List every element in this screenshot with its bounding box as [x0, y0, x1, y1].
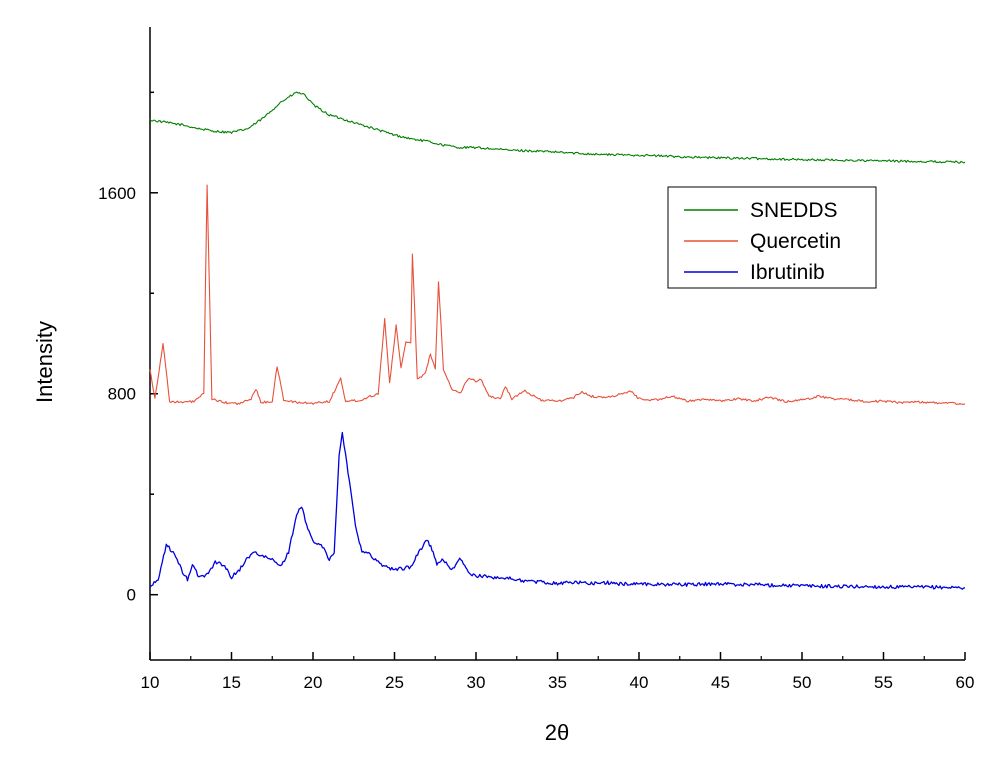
legend-label: Ibrutinib — [750, 261, 825, 284]
x-tick-label: 20 — [304, 673, 323, 692]
x-tick-label: 40 — [630, 673, 649, 692]
y-ticks: 0 800 1600 — [98, 91, 158, 605]
x-tick-label: 60 — [956, 673, 975, 692]
y-tick-label: 1600 — [98, 184, 136, 203]
series-line-ibrutinib — [149, 431, 966, 590]
legend-label: SNEDDS — [750, 199, 838, 222]
series-line-quercetin — [149, 184, 966, 406]
y-tick-label: 0 — [127, 586, 136, 605]
legend-label: Quercetin — [750, 230, 841, 253]
x-tick-label: 50 — [793, 673, 812, 692]
x-ticks: 10 15 20 25 30 35 40 45 50 55 60 — [141, 652, 975, 692]
x-tick-label: 45 — [711, 673, 730, 692]
x-tick-label: 55 — [874, 673, 893, 692]
series-line-snedds — [149, 91, 966, 164]
legend-box — [667, 186, 877, 289]
x-axis-label: 2θ — [545, 720, 569, 745]
axes — [149, 27, 965, 661]
x-tick-label: 30 — [467, 673, 486, 692]
x-tick-label: 10 — [141, 673, 160, 692]
legend: SNEDDS Quercetin Ibrutinib — [667, 186, 877, 289]
y-axis-label: Intensity — [32, 321, 57, 403]
x-tick-label: 25 — [385, 673, 404, 692]
x-tick-label: 15 — [222, 673, 241, 692]
y-tick-label: 800 — [108, 385, 136, 404]
x-tick-label: 35 — [548, 673, 567, 692]
series-layer — [149, 91, 966, 590]
